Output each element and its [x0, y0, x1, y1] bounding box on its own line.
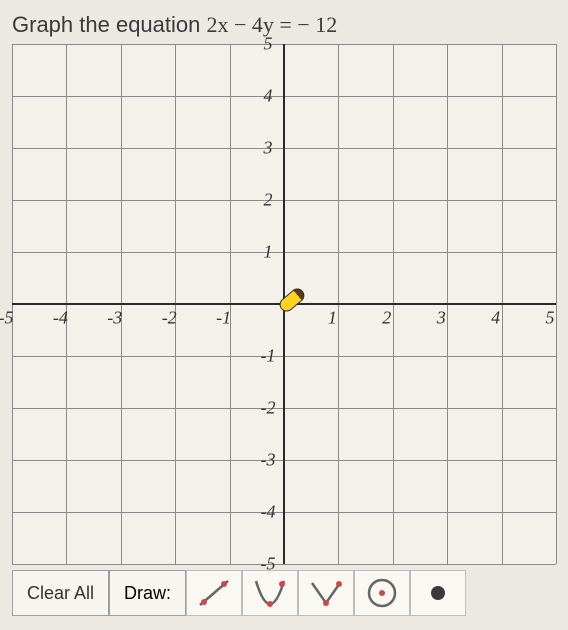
draw-label: Draw: [109, 570, 186, 616]
y-tick-label: 3 [264, 138, 273, 159]
circle-tool[interactable] [354, 570, 410, 616]
vshape-tool[interactable] [298, 570, 354, 616]
y-tick-label: 4 [264, 86, 273, 107]
x-tick-label: -2 [162, 308, 177, 329]
prompt-lead: Graph the equation [12, 12, 206, 37]
x-tick-label: 5 [546, 308, 555, 329]
parabola-tool[interactable] [242, 570, 298, 616]
line-tool[interactable] [186, 570, 242, 616]
x-tick-label: 1 [328, 308, 337, 329]
point-tool[interactable] [410, 570, 466, 616]
y-tick-label: -1 [261, 346, 276, 367]
clear-all-button[interactable]: Clear All [12, 570, 109, 616]
question-prompt: Graph the equation 2x − 4y = − 12 [12, 12, 556, 38]
x-tick-label: -4 [53, 308, 68, 329]
y-tick-label: 2 [264, 190, 273, 211]
coordinate-grid[interactable]: -5-4-3-2-11234554321-1-2-3-4-5 [12, 44, 556, 564]
y-tick-label: 5 [264, 34, 273, 55]
pencil-cursor-icon [277, 286, 307, 315]
x-tick-label: 3 [437, 308, 446, 329]
y-tick-label: -3 [261, 450, 276, 471]
x-tick-label: 4 [491, 308, 500, 329]
x-tick-label: 2 [382, 308, 391, 329]
x-tick-label: -1 [216, 308, 231, 329]
x-tick-label: -3 [107, 308, 122, 329]
y-tick-label: -5 [261, 554, 276, 575]
y-tick-label: 1 [264, 242, 273, 263]
toolbar: Clear All Draw: [12, 570, 556, 616]
y-tick-label: -4 [261, 502, 276, 523]
x-tick-label: -5 [0, 308, 14, 329]
y-tick-label: -2 [261, 398, 276, 419]
